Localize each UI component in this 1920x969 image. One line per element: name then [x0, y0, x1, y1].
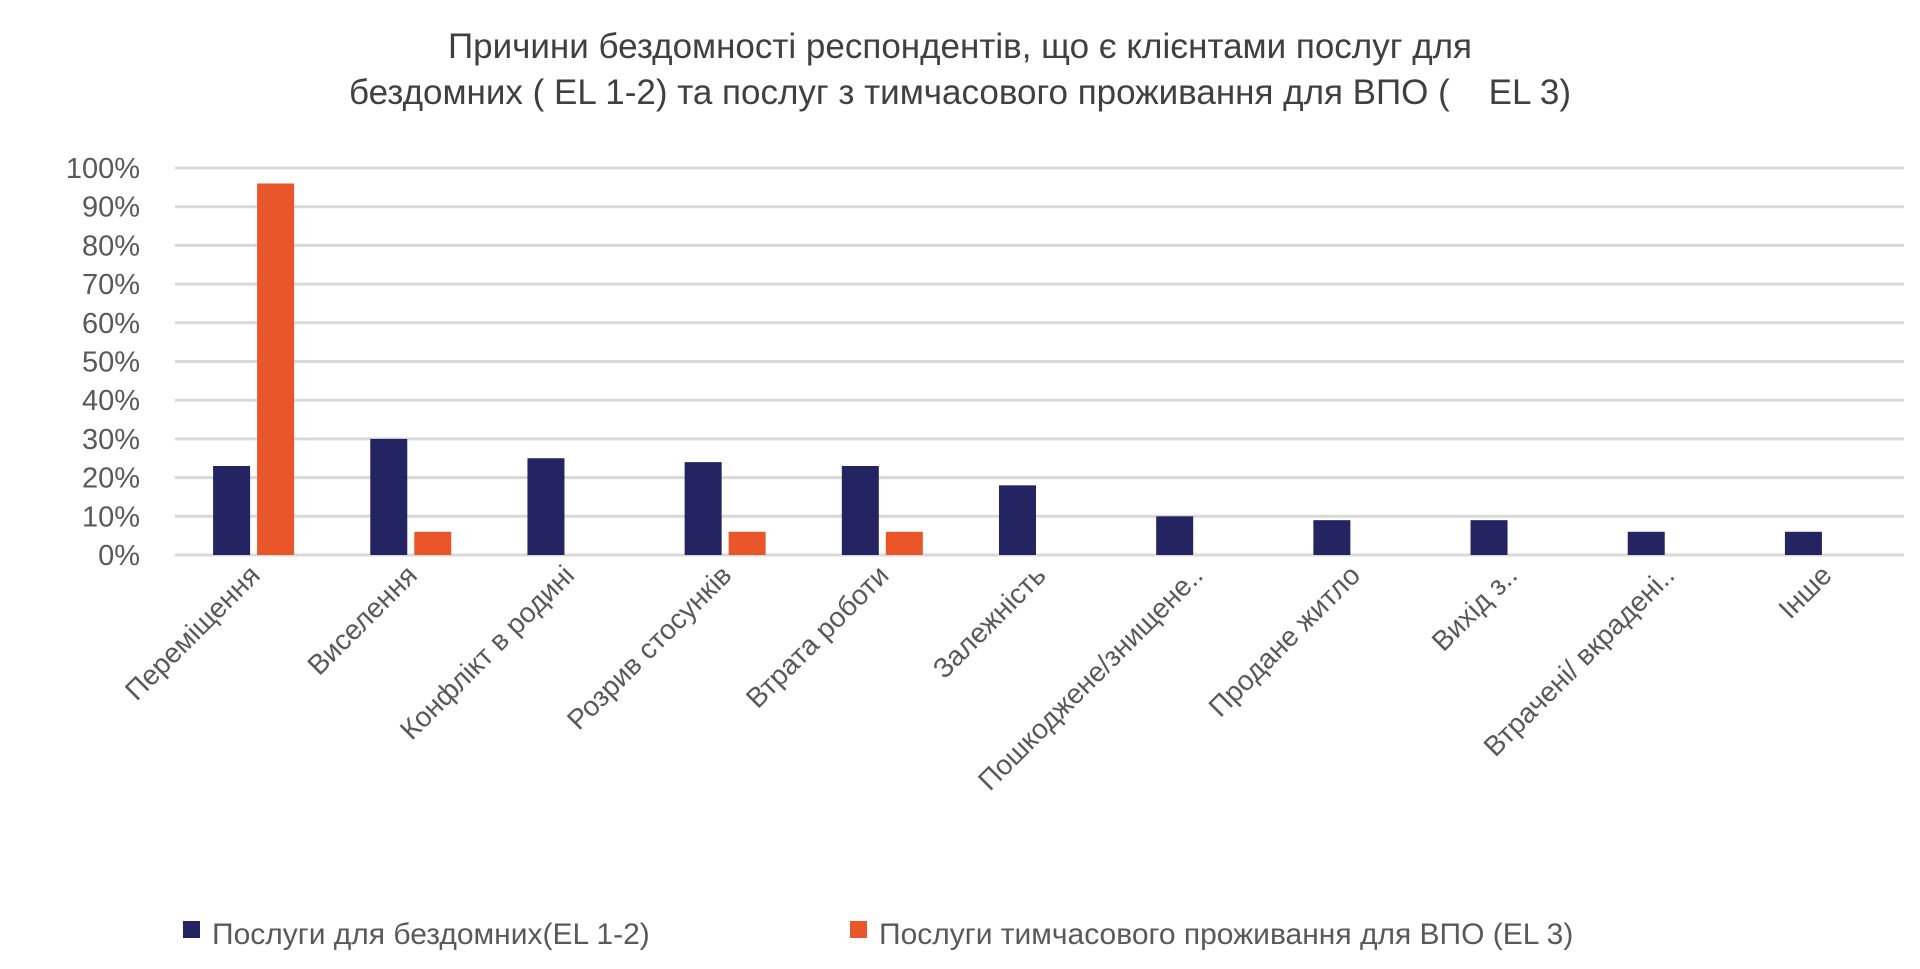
legend: Послуги для бездомних(EL 1-2) Послуги ти… [183, 918, 1573, 951]
bar-homeless [684, 462, 722, 555]
y-axis-ticks: 0% 10% 20% 30% 40% 50% 60% 70% 80% 90% 100% [66, 153, 140, 572]
bar-idp [728, 531, 766, 555]
y-tick-label: 40% [82, 385, 140, 417]
y-tick-label: 60% [82, 308, 140, 340]
y-tick-label: 90% [82, 192, 140, 224]
bar-idp [885, 531, 923, 555]
legend-swatch-homeless [183, 921, 200, 938]
legend-label-homeless: Послуги для бездомних(EL 1-2) [212, 918, 650, 951]
bar-homeless [1313, 520, 1351, 555]
y-tick-label: 0% [98, 540, 140, 572]
bar-homeless [999, 485, 1036, 555]
x-tick-label: Залежність [927, 559, 1052, 684]
x-tick-label: Втрата роботи [740, 559, 895, 714]
x-tick-label: Продане житло [1203, 559, 1366, 722]
bar-idp [414, 531, 452, 555]
chart-title-line-1: Причини бездомності респондентів, що є к… [448, 27, 1472, 66]
y-tick-label: 70% [82, 269, 140, 301]
bar-homeless [841, 465, 879, 555]
bar-homeless [370, 438, 408, 555]
legend-swatch-idp [850, 921, 867, 938]
bars [213, 183, 1822, 556]
y-tick-label: 100% [66, 153, 140, 185]
bar-homeless [213, 465, 251, 555]
bar-idp [257, 183, 295, 556]
x-tick-label: Конфлікт в родині [394, 559, 580, 745]
y-tick-label: 80% [82, 230, 140, 262]
bar-homeless [1156, 516, 1194, 555]
bar-homeless [1470, 520, 1508, 555]
y-tick-label: 20% [82, 463, 140, 495]
x-tick-label: Переміщення [119, 559, 266, 706]
y-tick-label: 10% [82, 501, 140, 533]
chart-title-line-2: бездомних ( EL 1-2) та послуг з тимчасов… [349, 73, 1571, 112]
x-tick-label: Виселення [301, 559, 423, 681]
bar-homeless [1627, 531, 1665, 555]
bar-homeless [1784, 531, 1822, 555]
gridlines [175, 166, 1904, 557]
bar-homeless [527, 458, 565, 555]
x-tick-label: Вихід з.. [1426, 559, 1524, 657]
legend-label-idp: Послуги тимчасового проживання для ВПО (… [879, 918, 1573, 951]
y-tick-label: 30% [82, 424, 140, 456]
y-tick-label: 50% [82, 347, 140, 379]
x-tick-label: Інше [1772, 559, 1837, 624]
x-tick-label: Розрив стосунків [561, 559, 737, 735]
